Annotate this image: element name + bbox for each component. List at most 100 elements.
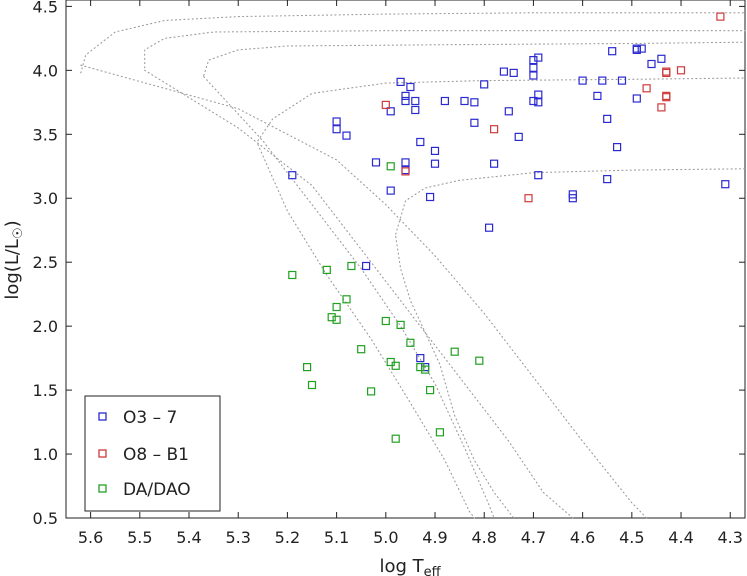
y-tick-label-6: 3.5 — [33, 125, 58, 144]
evolutionary-track-4 — [144, 69, 574, 519]
data-point-s0-1 — [332, 117, 341, 126]
data-point-s0-25 — [485, 223, 494, 232]
data-point-s0-23 — [480, 80, 489, 89]
data-point-s1-2 — [490, 125, 499, 134]
data-point-s0-47 — [617, 76, 627, 85]
data-point-s2-3 — [322, 265, 331, 274]
x-tick-label-13: 4.3 — [718, 528, 743, 547]
data-point-s1-3 — [524, 194, 533, 203]
data-point-s0-44 — [603, 175, 612, 184]
data-point-s0-56 — [362, 261, 371, 271]
x-tick-label-3: 5.3 — [225, 528, 250, 547]
data-point-s1-5 — [657, 103, 666, 112]
data-point-s0-4 — [371, 158, 381, 167]
x-tick-label-0: 5.6 — [78, 528, 103, 547]
x-axis-ticks: 5.6 5.5 5.4 5.3 5.2 5.1 5.0 4.9 4.8 4.7 4.6 4.5 4.4 4… — [78, 0, 743, 547]
y-axis-ticks: 0.5 1.0 1.5 2.0 2.5 3.0 3.5 4.0 4.5 — [33, 0, 745, 528]
data-point-s2-15 — [391, 434, 400, 443]
x-tick-label-1: 5.5 — [127, 528, 152, 547]
evolutionary-track-3 — [144, 30, 746, 69]
y-tick-label-1: 1.0 — [33, 445, 58, 464]
evolutionary-track-2 — [80, 64, 648, 519]
data-point-s0-16 — [430, 159, 440, 168]
y-tick-label-7: 4.0 — [33, 61, 58, 80]
y-tick-label-4: 2.5 — [33, 253, 58, 272]
legend-marker-o3-7 — [98, 412, 107, 421]
x-tick-label-4: 5.2 — [275, 528, 300, 547]
data-point-s0-12 — [401, 158, 410, 167]
data-point-s1-1 — [401, 167, 410, 176]
data-point-s1-9 — [662, 68, 671, 78]
x-tick-label-11: 4.5 — [619, 528, 644, 547]
legend-label-o8-b1: O8 – B1 — [123, 445, 189, 465]
data-point-s2-7 — [342, 295, 351, 304]
data-point-s2-2 — [307, 380, 317, 390]
data-point-s2-8 — [347, 261, 356, 271]
data-point-s0-9 — [401, 96, 410, 106]
data-point-s2-10 — [367, 387, 376, 396]
data-point-s0-42 — [598, 76, 607, 85]
evolutionary-track-8 — [257, 143, 475, 519]
data-point-s2-1 — [303, 363, 312, 372]
legend-marker-o8-b1 — [98, 449, 107, 458]
data-point-s0-46 — [612, 143, 622, 152]
data-point-s1-7 — [662, 93, 671, 102]
data-point-s0-37 — [534, 171, 543, 180]
data-point-s2-5 — [332, 302, 341, 312]
data-point-s0-55 — [416, 354, 425, 363]
data-point-s0-51 — [632, 94, 641, 103]
data-point-s0-31 — [529, 63, 538, 72]
data-point-s0-50 — [637, 44, 646, 53]
x-tick-label-9: 4.7 — [521, 528, 546, 547]
data-point-s1-4 — [642, 84, 651, 93]
y-axis-label: log(L/L☉) — [2, 220, 26, 299]
y-tick-label-5: 3.0 — [33, 189, 58, 208]
data-point-s0-29 — [514, 132, 523, 141]
data-point-s0-17 — [430, 146, 440, 155]
data-point-s2-22 — [475, 356, 484, 365]
data-point-s0-15 — [416, 137, 425, 147]
x-tick-label-2: 5.4 — [176, 528, 201, 547]
data-point-s0-0 — [288, 171, 297, 180]
evolutionary-track-5 — [203, 41, 746, 77]
data-point-s0-6 — [386, 107, 395, 116]
data-point-s0-27 — [504, 107, 513, 116]
data-point-s2-16 — [406, 338, 415, 347]
evolutionary-tracks — [80, 12, 746, 519]
data-point-s2-0 — [288, 270, 297, 280]
x-tick-label-12: 4.4 — [668, 528, 693, 547]
data-point-s1-0 — [381, 100, 390, 110]
data-point-s0-43 — [603, 114, 612, 124]
data-point-s0-10 — [406, 82, 415, 92]
data-point-s0-19 — [426, 192, 435, 202]
data-point-s2-21 — [450, 347, 459, 356]
data-point-s0-5 — [386, 186, 395, 195]
legend: O3 – 7 O8 – B1 DA/DAO — [84, 395, 221, 512]
y-tick-label-3: 2.0 — [33, 317, 58, 336]
data-point-s0-20 — [460, 96, 469, 106]
data-point-s0-45 — [608, 47, 617, 56]
data-point-s2-19 — [426, 386, 435, 395]
data-point-s1-10 — [676, 66, 686, 75]
evolutionary-track-9 — [395, 168, 746, 235]
data-point-s0-32 — [529, 71, 538, 80]
data-point-s2-17 — [416, 363, 425, 372]
legend-box — [84, 395, 221, 512]
data-point-s0-53 — [657, 54, 666, 63]
data-point-s0-52 — [647, 59, 656, 69]
x-tick-label-7: 4.9 — [422, 528, 447, 547]
data-point-s0-40 — [578, 76, 587, 85]
data-point-s0-28 — [509, 68, 518, 78]
data-point-s0-2 — [332, 125, 341, 134]
data-point-s0-21 — [470, 98, 479, 107]
y-tick-label-2: 1.5 — [33, 381, 58, 400]
legend-label-da-dao: DA/DAO — [123, 480, 191, 500]
data-point-s1-11 — [716, 12, 725, 21]
data-point-s0-33 — [529, 96, 538, 106]
plot-frame — [65, 0, 746, 519]
legend-marker-da-dao — [98, 484, 107, 493]
data-point-s0-35 — [534, 98, 543, 107]
data-point-s0-39 — [568, 194, 577, 203]
data-points — [288, 12, 730, 443]
